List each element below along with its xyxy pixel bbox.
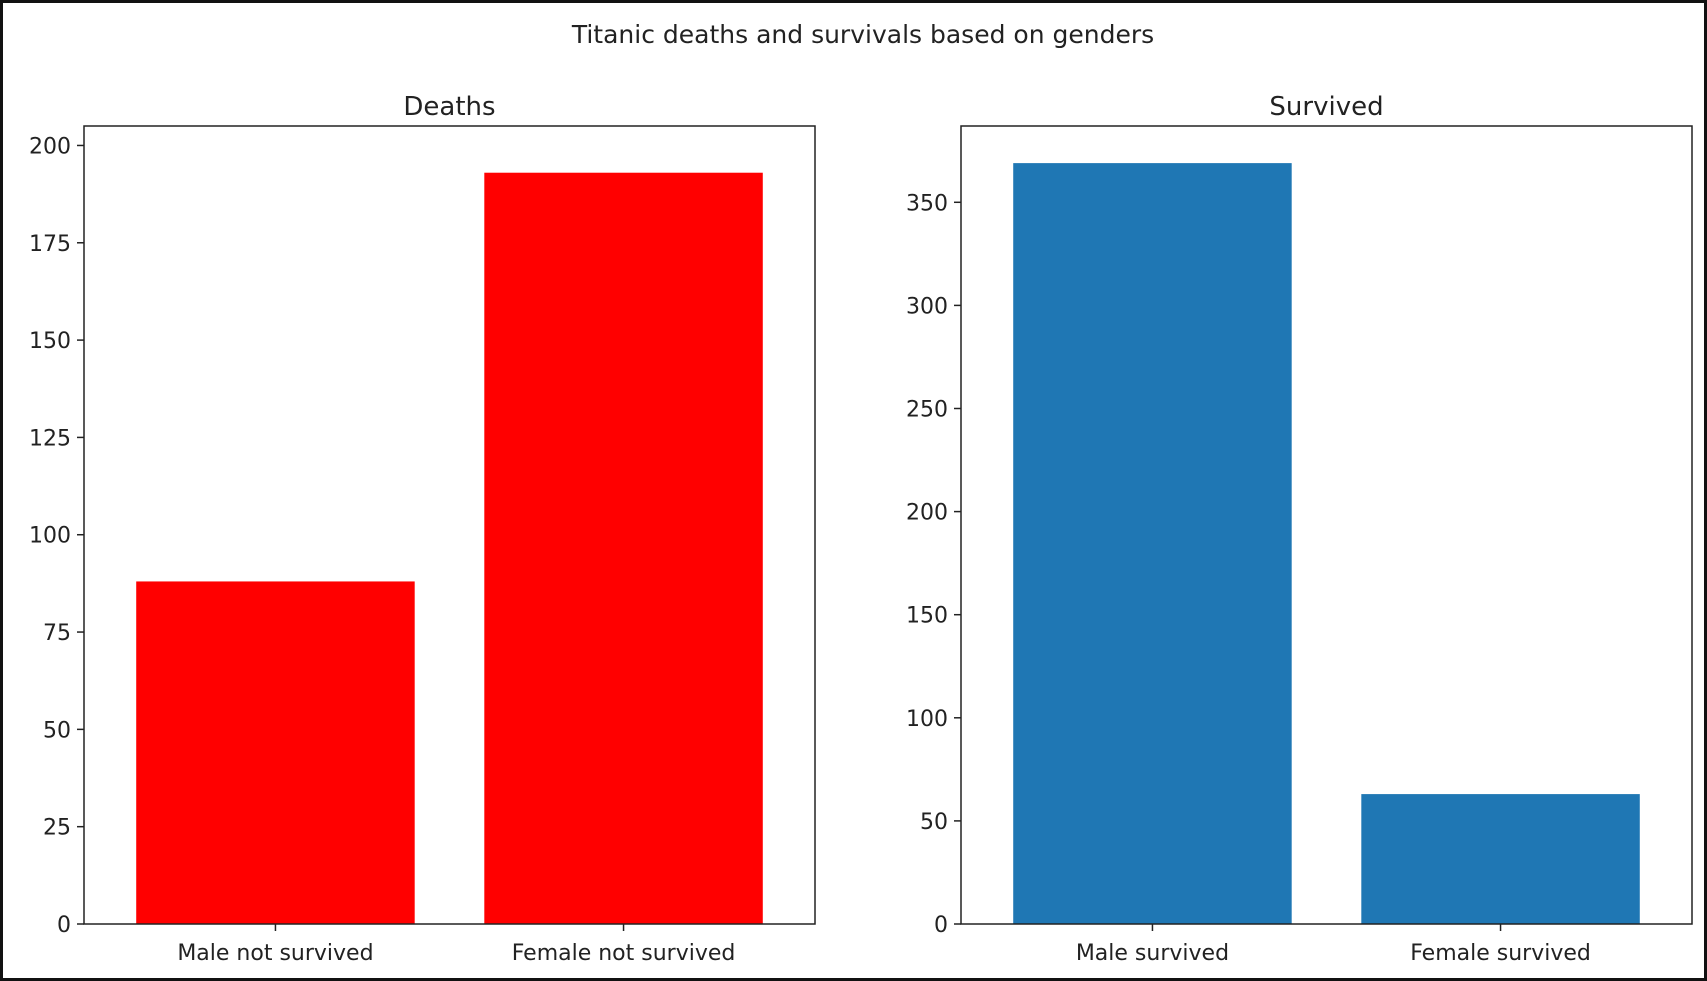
deaths-x-tick-label: Male not survived bbox=[177, 941, 373, 966]
deaths-bar-1 bbox=[136, 581, 415, 924]
deaths-y-tick-label: 200 bbox=[29, 134, 71, 159]
survived-bar-2 bbox=[1361, 794, 1640, 924]
deaths-y-tick-label: 0 bbox=[57, 913, 71, 938]
survived-chart-title: Survived bbox=[1269, 92, 1383, 122]
deaths-x-tick-label: Female not survived bbox=[512, 941, 736, 966]
chart-figure: Titanic deaths and survivals based on ge… bbox=[29, 20, 1693, 966]
survived-axes-frame bbox=[960, 125, 1693, 925]
survived-y-tick-label: 100 bbox=[906, 707, 948, 732]
deaths-bar-2 bbox=[484, 172, 763, 925]
survived-chart: Survived Male survived Female survived 0 50 1… bbox=[906, 92, 1693, 966]
survived-y-tick-label: 150 bbox=[906, 604, 948, 629]
deaths-axes-frame bbox=[83, 125, 816, 925]
figure-suptitle: Titanic deaths and survivals based on ge… bbox=[571, 20, 1154, 49]
deaths-chart: Deaths Male not survived Female not surviv… bbox=[29, 92, 816, 966]
deaths-y-tick-label: 125 bbox=[29, 426, 71, 451]
survived-x-tick-label: Female survived bbox=[1410, 941, 1591, 966]
survived-y-tick-label: 250 bbox=[906, 397, 948, 422]
survived-y-tick-label: 200 bbox=[906, 501, 948, 526]
deaths-y-tick-label: 25 bbox=[43, 816, 71, 841]
deaths-y-tick-label: 50 bbox=[43, 718, 71, 743]
survived-x-tick-label: Male survived bbox=[1076, 941, 1229, 966]
deaths-y-tick-label: 75 bbox=[43, 621, 71, 646]
survived-y-tick-label: 300 bbox=[906, 294, 948, 319]
survived-y-tick-label: 0 bbox=[934, 913, 948, 938]
survived-bar-1 bbox=[1013, 163, 1292, 924]
deaths-y-tick-label: 100 bbox=[29, 524, 71, 549]
deaths-y-tick-label: 175 bbox=[29, 232, 71, 257]
deaths-y-tick-label: 150 bbox=[29, 329, 71, 354]
survived-y-tick-label: 50 bbox=[920, 810, 948, 835]
deaths-chart-title: Deaths bbox=[403, 92, 495, 122]
survived-y-tick-label: 350 bbox=[906, 191, 948, 216]
